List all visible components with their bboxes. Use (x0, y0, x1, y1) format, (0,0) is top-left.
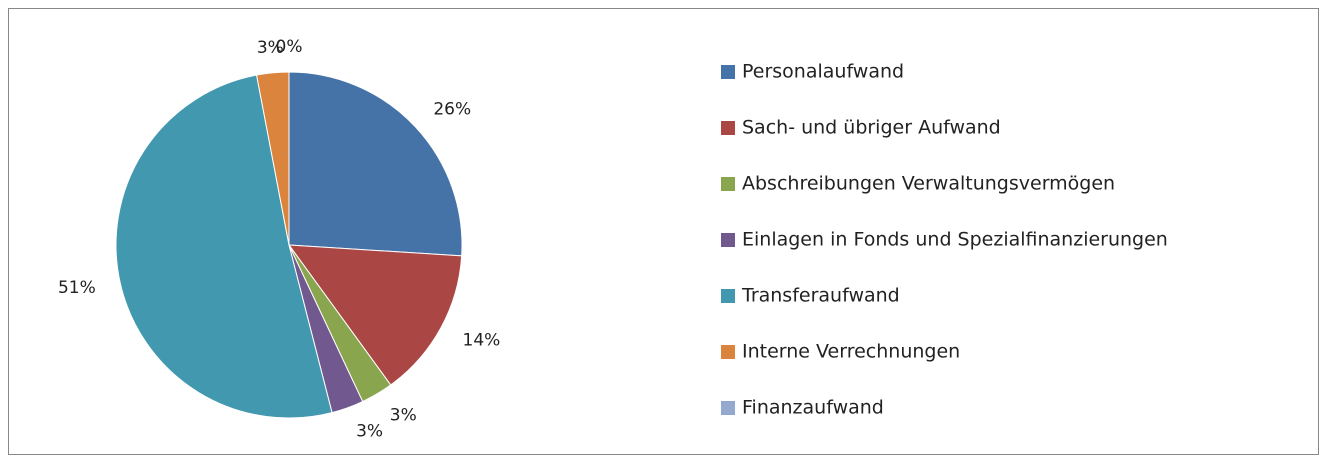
pie-slice (288, 71, 463, 257)
legend-swatch (721, 233, 735, 247)
legend-swatch (721, 401, 735, 415)
legend-label: Interne Verrechnungen (742, 341, 960, 363)
legend-label: Finanzaufwand (742, 397, 884, 419)
data-label: 3% (356, 421, 383, 441)
data-label: 3% (390, 405, 417, 425)
data-label: 0% (276, 37, 303, 57)
legend-swatch (721, 289, 735, 303)
data-label: 3% (257, 38, 284, 58)
legend-label: Personalaufwand (742, 61, 904, 83)
legend-swatch (721, 345, 735, 359)
legend-label: Abschreibungen Verwaltungsvermögen (742, 173, 1115, 195)
data-label: 26% (433, 99, 471, 119)
pie-slice (287, 244, 463, 386)
legend-swatch (721, 177, 735, 191)
legend-label: Sach- und übriger Aufwand (742, 117, 1001, 139)
data-label: 51% (58, 278, 96, 298)
data-label: 14% (463, 330, 501, 350)
legend-swatch (721, 121, 735, 135)
legend-swatch (721, 65, 735, 79)
pie-slice (115, 74, 333, 419)
legend-label: Einlagen in Fonds und Spezialfinanzierun… (742, 229, 1168, 251)
legend-label: Transferaufwand (741, 285, 900, 307)
